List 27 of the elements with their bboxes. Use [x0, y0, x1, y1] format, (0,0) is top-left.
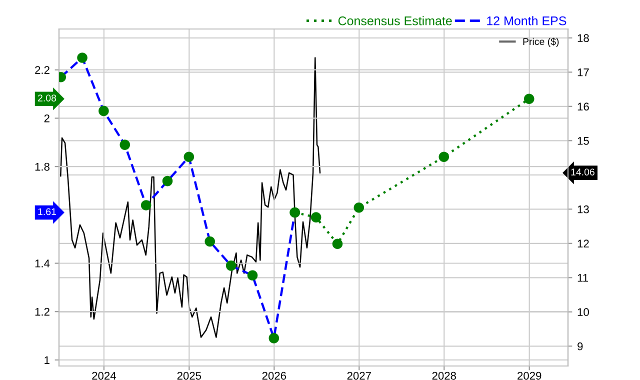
x-tick-label: 2026 [262, 372, 286, 380]
x-tick-label: 2029 [518, 372, 542, 380]
y-tick-label: 1.8 [35, 162, 50, 171]
legend-label: Consensus Estimate [338, 16, 452, 26]
x-tick-label: 2024 [92, 372, 116, 380]
x-tick-label: 2027 [347, 372, 371, 380]
y2-tick-label: 13 [578, 205, 589, 214]
y-tick-label: 1 [44, 356, 50, 364]
y2-tick-label: 10 [578, 308, 589, 316]
text: Price ($) [523, 38, 559, 47]
y2-tick-label: 12 [578, 240, 589, 248]
y2-tick-label: 16 [578, 102, 589, 111]
y2-tick-label: 9 [578, 342, 583, 350]
y2-tick-label: 18 [578, 34, 589, 42]
y-tick-label: 2.2 [35, 66, 50, 74]
x-tick-label: 2025 [177, 372, 202, 380]
text: 14.06 [571, 168, 594, 176]
y-tick-label: 1.4 [35, 260, 50, 268]
y2-tick-label: 17 [578, 68, 589, 76]
text: 1.61 [38, 208, 56, 216]
x-tick-label: 2028 [432, 372, 456, 380]
y2-tick-label: 11 [578, 274, 588, 282]
text: 2.08 [38, 94, 56, 102]
legend-label: 12 Month EPS [487, 16, 566, 26]
y-tick-label: 1.2 [35, 308, 50, 316]
y2-tick-label: 15 [578, 137, 589, 145]
y-tick-label: 2 [44, 114, 50, 122]
